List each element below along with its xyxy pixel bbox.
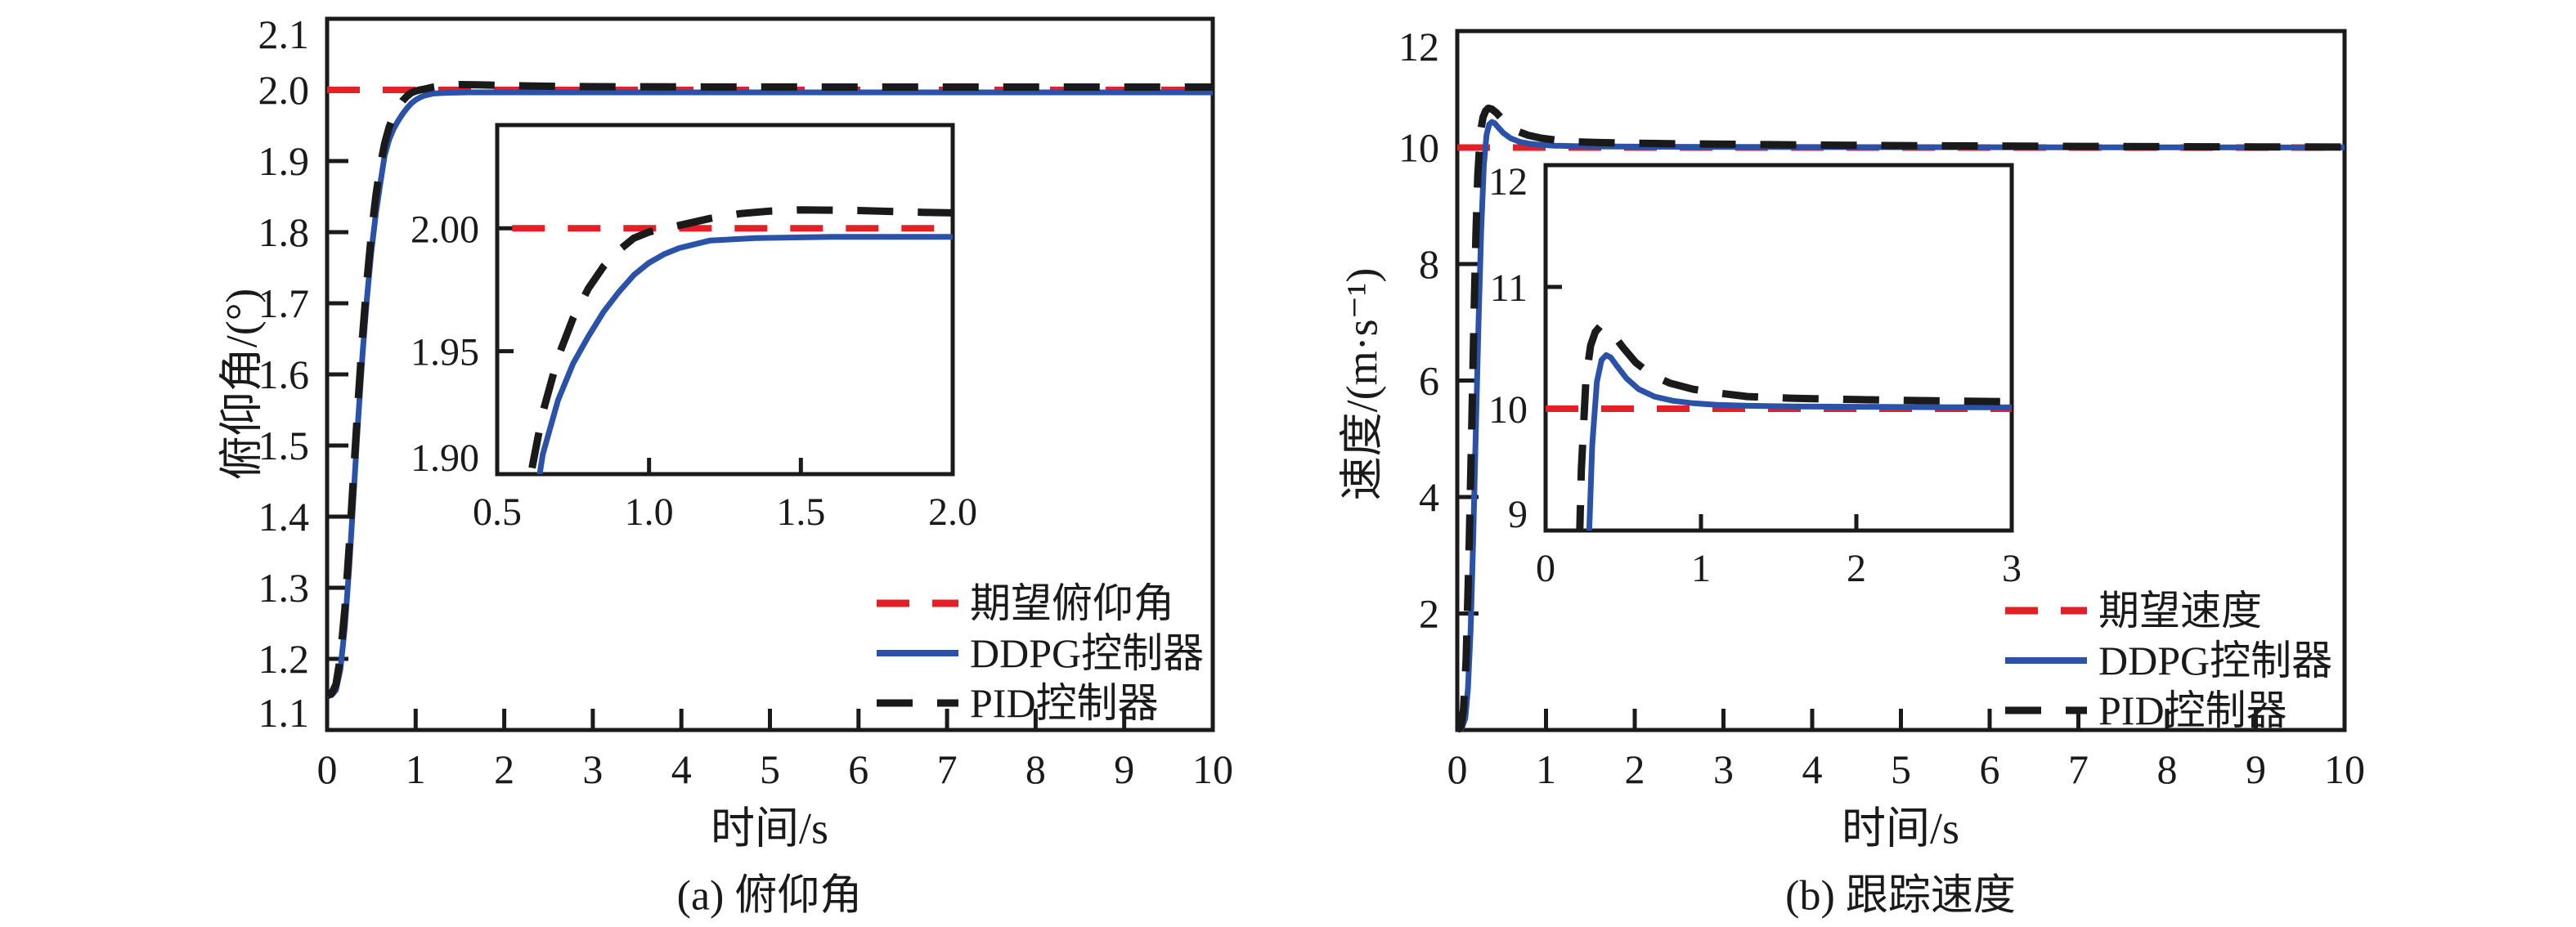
chart-0-inset-y-tick-label: 1.95	[411, 331, 479, 374]
chart-1-inset-frame	[1543, 163, 2014, 533]
chart-0-inset-series-line-2	[527, 206, 953, 474]
chart-1-x-tick-label: 3	[1713, 746, 1734, 792]
chart-0-x-tick-label: 0	[317, 746, 338, 792]
chart-0-y-tick-label: 1.7	[258, 280, 310, 326]
chart-0-x-tick-label: 1	[406, 746, 426, 792]
caption-speed: (b) 跟踪速度	[1785, 872, 2016, 920]
chart-0-x-tick-label: 5	[760, 746, 780, 792]
chart-0-inset-frame	[495, 123, 955, 477]
chart-0-series-group	[325, 81, 1213, 700]
chart-1-y-tick-label: 10	[1398, 125, 1439, 171]
chart-0-y-tick-label: 1.1	[258, 690, 310, 736]
chart-0-x-tick-label: 8	[1025, 746, 1046, 792]
chart-1-inset-x-tick-label: 2	[1847, 547, 1866, 590]
chart-0-y-tick-label: 1.8	[258, 209, 310, 255]
chart-0-x-tick-label: 4	[671, 746, 692, 792]
chart-0-x-tick-label: 3	[582, 746, 603, 792]
chart-0-inset-x-tick-label: 1.5	[776, 490, 825, 534]
chart-0-x-tick-label: 2	[494, 746, 514, 792]
caption-pitch: (a) 俯仰角	[676, 872, 863, 920]
chart-1-x-tick-label: 10	[2324, 746, 2365, 792]
chart-1-inset-series-group	[1546, 322, 2012, 531]
chart-1-x-tick-label: 8	[2157, 746, 2178, 792]
chart-1-inset-x-tick-label: 0	[1536, 547, 1555, 590]
chart-0-y-tick-label: 1.9	[258, 138, 310, 184]
chart-0-x-tick-label: 6	[848, 746, 868, 792]
y-axis-title-speed: 速度/(m·s⁻¹)	[1337, 267, 1387, 501]
chart-0-inset-x-tick-label: 0.5	[473, 490, 522, 534]
chart-1-inset-y-tick-label: 9	[1508, 493, 1528, 536]
x-axis-title-speed: 时间/s	[1841, 804, 1960, 853]
chart-1-y-tick-label: 8	[1419, 241, 1439, 287]
chart-0-y-tick-label: 2.0	[258, 67, 310, 113]
chart-1-y-tick-label: 2	[1419, 591, 1439, 637]
chart-1-legend-label-1: DDPG控制器	[2098, 638, 2332, 683]
chart-0-x-tick-label: 9	[1114, 746, 1134, 792]
y-axis-title-pitch: 俯仰角/(°)	[217, 288, 267, 481]
chart-0-panel: 0 1 2 3 4 5 6 7 8 9 10 1.1 1.2 1.3 1.4 1.5 1.6 1.7 1.8 1.9 2…	[258, 11, 1234, 792]
chart-0-inset-series-line-1	[536, 234, 953, 474]
chart-1-legend-label-0: 期望速度	[2098, 588, 2262, 634]
chart-0-inset-x-tick-label: 2.0	[928, 490, 977, 534]
chart-1-series-group	[1455, 104, 2345, 733]
chart-1-inset-y-tick-label: 10	[1488, 388, 1528, 432]
chart-0-y-tick-label: 1.5	[258, 423, 310, 468]
chart-1-y-tick-label: 6	[1419, 358, 1439, 404]
chart-1-y-tick-label: 4	[1419, 474, 1439, 520]
chart-0-legend-label-1: DDPG控制器	[970, 630, 1204, 676]
chart-1-x-tick-label: 7	[2068, 746, 2089, 792]
chart-0-y-tick-label: 1.4	[258, 494, 310, 540]
chart-1-x-tick-label: 5	[1891, 746, 1911, 792]
chart-0-legend-label-2: PID控制器	[970, 680, 1159, 726]
chart-0-x-tick-label: 10	[1192, 746, 1233, 792]
chart-0-inset-x-tick-label: 1.0	[625, 490, 674, 534]
chart-1-inset-series-line-2	[1576, 322, 2012, 531]
chart-0-y-tick-label: 1.6	[258, 352, 310, 397]
chart-1-inset-y-tick-label: 11	[1490, 266, 1528, 310]
chart-1-inset-series-line-1	[1586, 352, 2012, 531]
chart-1-x-tick-label: 9	[2246, 746, 2266, 792]
chart-1-legend-label-2: PID控制器	[2098, 687, 2287, 733]
chart-0-y-tick-label: 1.2	[258, 636, 310, 682]
chart-0-legend-label-0: 期望俯仰角	[970, 580, 1174, 626]
chart-1-x-tick-label: 6	[1980, 746, 2000, 792]
chart-1-inset-x-tick-label: 1	[1691, 547, 1711, 590]
chart-1-x-tick-label: 4	[1802, 746, 1823, 792]
x-axis-title-pitch: 时间/s	[710, 804, 829, 853]
chart-1-inset-y-tick-label: 12	[1488, 160, 1528, 204]
chart-1-inset-x-tick-label: 3	[2002, 547, 2022, 590]
chart-0-inset-series-group	[497, 206, 953, 474]
chart-1-series-line-2	[1455, 104, 2345, 733]
chart-0-y-tick-label: 1.3	[258, 565, 310, 611]
chart-1-x-tick-label: 0	[1447, 746, 1468, 792]
chart-1-x-tick-label: 1	[1536, 746, 1556, 792]
chart-0-inset-y-tick-label: 2.00	[411, 208, 479, 251]
chart-0-series-line-2	[325, 81, 1213, 700]
chart-0-inset-y-tick-label: 1.90	[411, 437, 479, 480]
chart-1-x-tick-label: 2	[1625, 746, 1645, 792]
chart-1-y-tick-label: 12	[1398, 24, 1439, 69]
chart-0-x-tick-label: 7	[937, 746, 958, 792]
chart-0-y-tick-label: 2.1	[258, 11, 310, 57]
